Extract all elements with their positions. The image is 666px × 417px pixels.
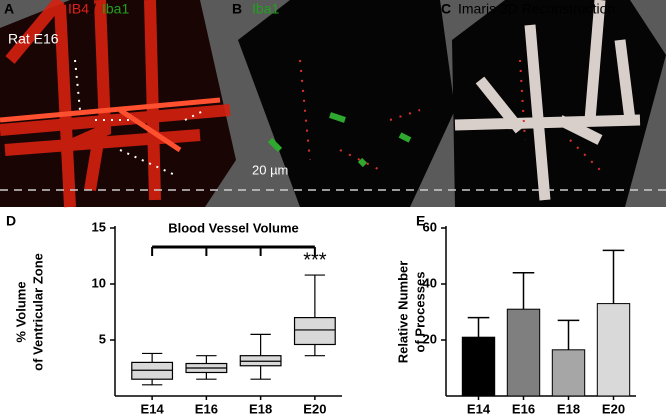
- scale-bar-label: 20 µm: [252, 162, 288, 177]
- significance-annotation: ***: [303, 249, 327, 271]
- y-axis-label: % Volume: [13, 281, 28, 342]
- x-tick-label: E14: [141, 401, 165, 416]
- x-tick-label: E14: [467, 401, 491, 416]
- chart-title: Blood Vessel Volume: [168, 220, 299, 235]
- x-tick-label: E16: [195, 401, 218, 416]
- x-tick-label: E20: [602, 401, 625, 416]
- stain-label: Iba1: [102, 1, 129, 17]
- panel-letter: A: [4, 1, 14, 17]
- panel-letter: E: [416, 213, 425, 229]
- y-tick-label: 20: [423, 331, 437, 346]
- x-tick-label: E16: [512, 401, 535, 416]
- x-tick-label: E18: [249, 401, 272, 416]
- x-tick-label: E18: [557, 401, 580, 416]
- stain-label: IB4: [68, 1, 89, 17]
- y-tick-label: 10: [92, 275, 106, 290]
- y-tick-label: 5: [99, 331, 106, 346]
- panel-letter: B: [232, 1, 242, 17]
- y-tick-label: 15: [92, 219, 106, 234]
- sample-label: Rat E16: [8, 31, 59, 47]
- stain-label: Iba1: [252, 1, 279, 17]
- panel-title: Imaris 3D Reconstruction: [458, 1, 615, 17]
- image-panel-c: [452, 0, 666, 207]
- y-axis-label: Relative Number: [395, 261, 410, 364]
- image-panel-a: [0, 0, 236, 208]
- bar: [506, 308, 541, 397]
- panel-letter: C: [441, 1, 451, 17]
- panel-letter: D: [6, 213, 16, 229]
- image-panel-b: [238, 0, 455, 207]
- y-tick-label: 40: [423, 275, 437, 290]
- separator: /: [92, 1, 96, 17]
- x-tick-label: E20: [303, 401, 326, 416]
- y-axis-label: of Ventricular Zone: [30, 253, 45, 371]
- bar: [596, 303, 631, 397]
- box: [293, 317, 336, 346]
- y-axis-label: of Processes: [412, 272, 427, 353]
- bar: [461, 336, 496, 397]
- y-tick-label: 60: [423, 219, 437, 234]
- bar: [551, 349, 586, 397]
